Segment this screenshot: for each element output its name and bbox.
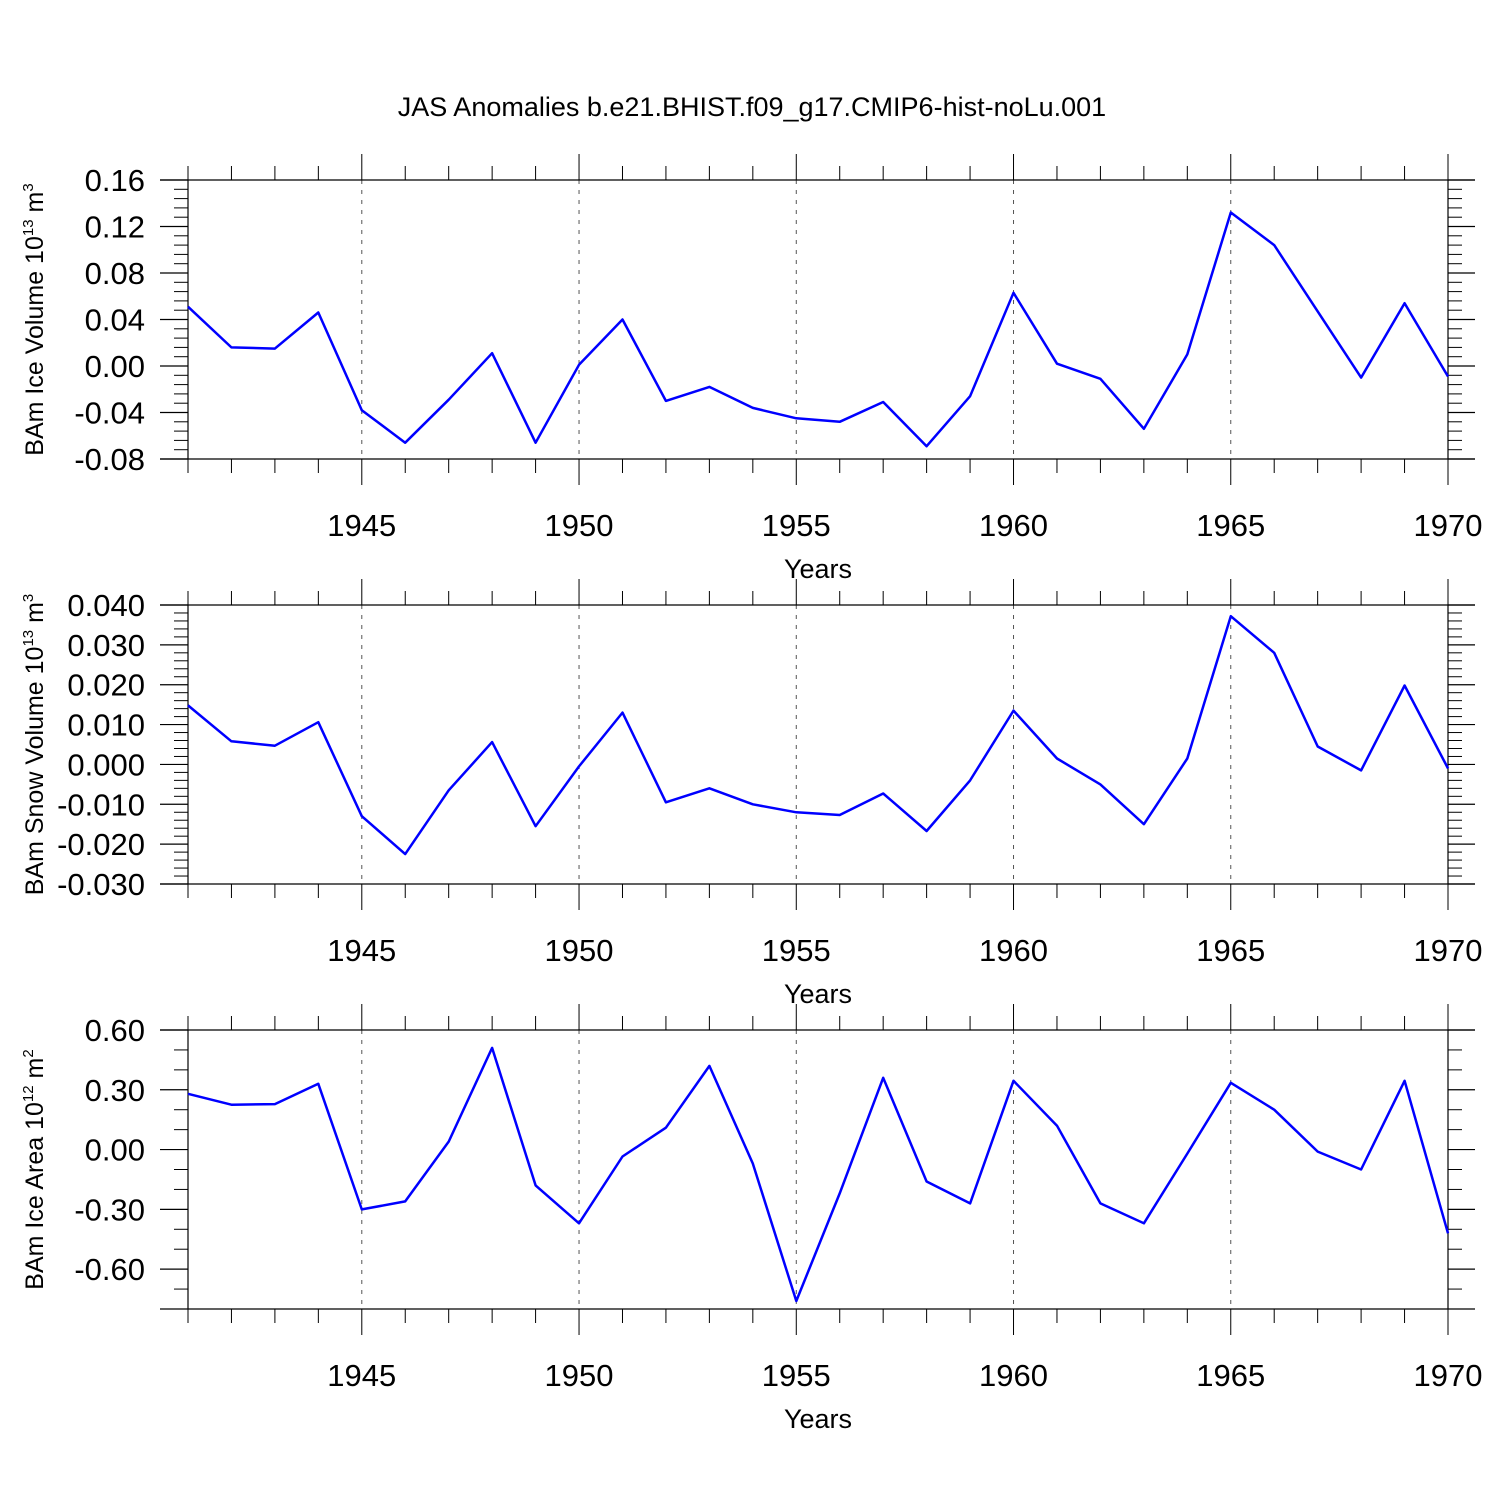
x-axis-label: Years bbox=[784, 554, 852, 584]
y-tick-label: 0.010 bbox=[67, 708, 145, 743]
x-tick-label: 1970 bbox=[1414, 933, 1483, 968]
x-tick-label: 1945 bbox=[327, 508, 396, 543]
y-tick-label: 0.12 bbox=[85, 210, 145, 245]
y-tick-label: 0.030 bbox=[67, 628, 145, 663]
y-axis-label: BAm Ice Area 1012 m2 bbox=[20, 1049, 49, 1289]
y-tick-label: -0.60 bbox=[74, 1252, 145, 1287]
x-tick-label: 1970 bbox=[1414, 1358, 1483, 1393]
panel-1: -0.08 -0.04 0.00 0.04 0.08 0.12 0.16 1945 1950 19… bbox=[20, 154, 1482, 584]
x-tick-label: 1950 bbox=[545, 1358, 614, 1393]
y-tick-label: 0.08 bbox=[85, 256, 145, 291]
x-tick-label: 1960 bbox=[979, 933, 1048, 968]
y-axis-label: BAm Snow Volume 1013 m3 bbox=[20, 594, 49, 896]
x-tick-label: 1950 bbox=[545, 933, 614, 968]
y-tick-label: 0.040 bbox=[67, 588, 145, 623]
y-tick-label: -0.030 bbox=[57, 867, 145, 902]
y-tick-label: 0.60 bbox=[85, 1013, 145, 1048]
x-tick-label: 1960 bbox=[979, 508, 1048, 543]
y-tick-label: 0.16 bbox=[85, 163, 145, 198]
x-axis-label: Years bbox=[784, 979, 852, 1009]
y-tick-label: -0.04 bbox=[74, 396, 145, 431]
y-tick-label: -0.30 bbox=[74, 1192, 145, 1227]
x-tick-label: 1950 bbox=[545, 508, 614, 543]
series-line bbox=[187, 211, 1450, 448]
x-tick-label: 1945 bbox=[327, 1358, 396, 1393]
y-tick-label: 0.04 bbox=[85, 303, 145, 338]
series-line bbox=[187, 1046, 1450, 1303]
x-tick-label: 1970 bbox=[1414, 508, 1483, 543]
y-tick-label: 0.020 bbox=[67, 668, 145, 703]
x-axis-label: Years bbox=[784, 1404, 852, 1434]
y-tick-label: 0.30 bbox=[85, 1073, 145, 1108]
chart-title: JAS Anomalies b.e21.BHIST.f09_g17.CMIP6-… bbox=[398, 92, 1106, 122]
panel-3: -0.60 -0.30 0.00 0.30 0.60 1945 1950 1955 1960 19… bbox=[20, 1004, 1482, 1434]
y-tick-label: 0.00 bbox=[85, 1133, 145, 1168]
x-tick-label: 1965 bbox=[1196, 508, 1265, 543]
x-tick-label: 1965 bbox=[1196, 933, 1265, 968]
panel-2: -0.030 -0.020 -0.010 0.000 0.010 0.020 0.030 0.… bbox=[20, 579, 1482, 1009]
y-tick-label: 0.000 bbox=[67, 747, 145, 782]
x-tick-label: 1965 bbox=[1196, 1358, 1265, 1393]
x-tick-label: 1955 bbox=[762, 1358, 831, 1393]
series-line bbox=[187, 614, 1450, 856]
x-tick-label: 1960 bbox=[979, 1358, 1048, 1393]
y-tick-label: -0.08 bbox=[74, 442, 145, 477]
x-tick-label: 1955 bbox=[762, 508, 831, 543]
y-tick-label: 0.00 bbox=[85, 349, 145, 384]
y-axis-label: BAm Ice Volume 1013 m3 bbox=[20, 183, 49, 455]
y-tick-label: -0.020 bbox=[57, 827, 145, 862]
y-tick-label: -0.010 bbox=[57, 787, 145, 822]
x-tick-label: 1955 bbox=[762, 933, 831, 968]
x-tick-label: 1945 bbox=[327, 933, 396, 968]
